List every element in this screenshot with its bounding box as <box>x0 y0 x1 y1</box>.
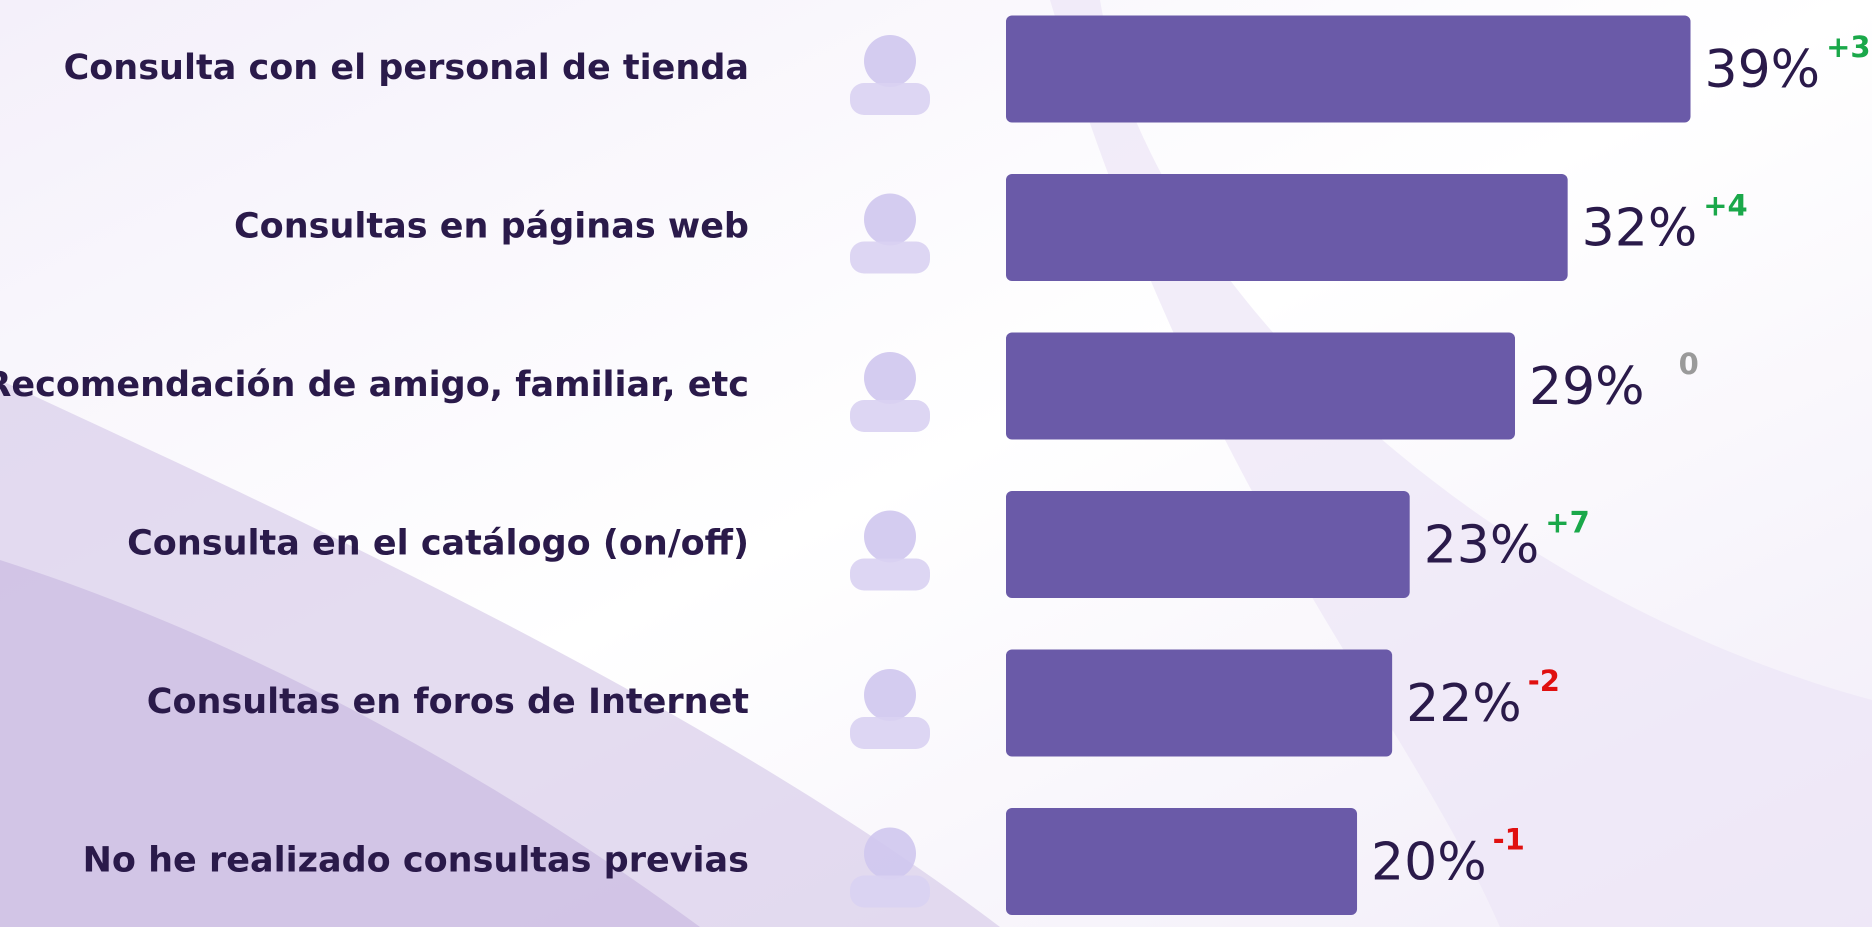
icon <box>850 83 930 115</box>
category-label: Consultas en páginas web <box>234 207 749 247</box>
change-label: +7 <box>1545 506 1589 540</box>
icon <box>850 876 930 908</box>
bar <box>1006 174 1568 281</box>
icon <box>864 669 916 721</box>
icon <box>850 559 930 591</box>
category-label: Consultas en foros de Internet <box>147 682 749 722</box>
icon <box>850 400 930 432</box>
icon <box>864 352 916 404</box>
icon <box>864 511 916 563</box>
value-label: 22% <box>1406 674 1522 734</box>
category-label: Consulta con el personal de tienda <box>64 48 749 88</box>
value-label: 29% <box>1529 357 1645 417</box>
icon <box>864 35 916 87</box>
value-label: 23% <box>1424 516 1540 576</box>
change-label: -2 <box>1528 664 1560 698</box>
icon <box>850 242 930 274</box>
bar <box>1006 650 1392 757</box>
category-label: No he realizado consultas previas <box>83 841 749 881</box>
bar <box>1006 491 1410 598</box>
change-label: -1 <box>1493 823 1525 857</box>
change-label: +3 <box>1826 30 1870 64</box>
icon <box>864 194 916 246</box>
category-label: Recomendación de amigo, familiar, etc <box>0 365 749 405</box>
value-label: 32% <box>1582 199 1698 259</box>
icon <box>850 717 930 749</box>
icon <box>864 828 916 880</box>
change-label: 0 <box>1679 347 1699 381</box>
bar <box>1006 333 1515 440</box>
value-label: 20% <box>1371 833 1487 893</box>
value-label: 39% <box>1705 40 1821 100</box>
bar <box>1006 808 1357 915</box>
category-label: Consulta en el catálogo (on/off) <box>127 524 749 564</box>
change-label: +4 <box>1703 189 1747 223</box>
chart: Consulta con el personal de tienda 39%+3 C… <box>0 0 1872 927</box>
bar <box>1006 16 1691 123</box>
